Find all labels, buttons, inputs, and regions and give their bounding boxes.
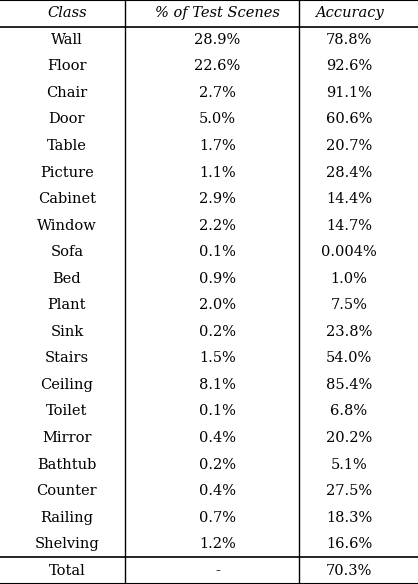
Text: 0.1%: 0.1% [199, 405, 236, 419]
Text: 22.6%: 22.6% [194, 60, 240, 74]
Text: Table: Table [47, 139, 87, 153]
Text: 0.9%: 0.9% [199, 272, 236, 286]
Text: 85.4%: 85.4% [326, 378, 372, 392]
Text: 6.8%: 6.8% [331, 405, 367, 419]
Text: 28.4%: 28.4% [326, 165, 372, 179]
Text: -: - [215, 564, 220, 578]
Text: Bathtub: Bathtub [37, 457, 97, 471]
Text: 0.2%: 0.2% [199, 457, 236, 471]
Text: Total: Total [48, 564, 85, 578]
Text: Floor: Floor [47, 60, 87, 74]
Text: 91.1%: 91.1% [326, 86, 372, 100]
Text: Shelving: Shelving [35, 537, 99, 551]
Text: Chair: Chair [46, 86, 87, 100]
Text: 14.7%: 14.7% [326, 218, 372, 232]
Text: Door: Door [48, 113, 85, 127]
Text: 27.5%: 27.5% [326, 484, 372, 498]
Text: 78.8%: 78.8% [326, 33, 372, 47]
Text: 60.6%: 60.6% [326, 113, 372, 127]
Text: Picture: Picture [40, 165, 94, 179]
Text: Mirror: Mirror [42, 431, 92, 445]
Text: 5.1%: 5.1% [331, 457, 367, 471]
Text: Counter: Counter [36, 484, 97, 498]
Text: 54.0%: 54.0% [326, 352, 372, 366]
Text: 7.5%: 7.5% [331, 298, 367, 312]
Text: Toilet: Toilet [46, 405, 87, 419]
Text: Sink: Sink [50, 325, 84, 339]
Text: Ceiling: Ceiling [41, 378, 93, 392]
Text: 0.7%: 0.7% [199, 510, 236, 524]
Text: 92.6%: 92.6% [326, 60, 372, 74]
Text: Accuracy: Accuracy [315, 6, 383, 20]
Text: 0.2%: 0.2% [199, 325, 236, 339]
Text: Sofa: Sofa [50, 245, 84, 259]
Text: 2.7%: 2.7% [199, 86, 236, 100]
Text: Window: Window [37, 218, 97, 232]
Text: 20.7%: 20.7% [326, 139, 372, 153]
Text: % of Test Scenes: % of Test Scenes [155, 6, 280, 20]
Text: 20.2%: 20.2% [326, 431, 372, 445]
Text: 5.0%: 5.0% [199, 113, 236, 127]
Text: 1.7%: 1.7% [199, 139, 236, 153]
Text: 70.3%: 70.3% [326, 564, 372, 578]
Text: 0.004%: 0.004% [321, 245, 377, 259]
Text: Plant: Plant [48, 298, 86, 312]
Text: Wall: Wall [51, 33, 83, 47]
Text: Cabinet: Cabinet [38, 192, 96, 206]
Text: 14.4%: 14.4% [326, 192, 372, 206]
Text: 2.0%: 2.0% [199, 298, 236, 312]
Text: Stairs: Stairs [45, 352, 89, 366]
Text: 2.9%: 2.9% [199, 192, 236, 206]
Text: 0.4%: 0.4% [199, 484, 236, 498]
Text: 1.1%: 1.1% [199, 165, 236, 179]
Text: Bed: Bed [53, 272, 81, 286]
Text: 28.9%: 28.9% [194, 33, 240, 47]
Text: 2.2%: 2.2% [199, 218, 236, 232]
Text: 8.1%: 8.1% [199, 378, 236, 392]
Text: Class: Class [47, 6, 87, 20]
Text: 23.8%: 23.8% [326, 325, 372, 339]
Text: 1.5%: 1.5% [199, 352, 236, 366]
Text: 16.6%: 16.6% [326, 537, 372, 551]
Text: 1.0%: 1.0% [331, 272, 367, 286]
Text: 18.3%: 18.3% [326, 510, 372, 524]
Text: 0.1%: 0.1% [199, 245, 236, 259]
Text: 0.4%: 0.4% [199, 431, 236, 445]
Text: Railing: Railing [41, 510, 93, 524]
Text: 1.2%: 1.2% [199, 537, 236, 551]
